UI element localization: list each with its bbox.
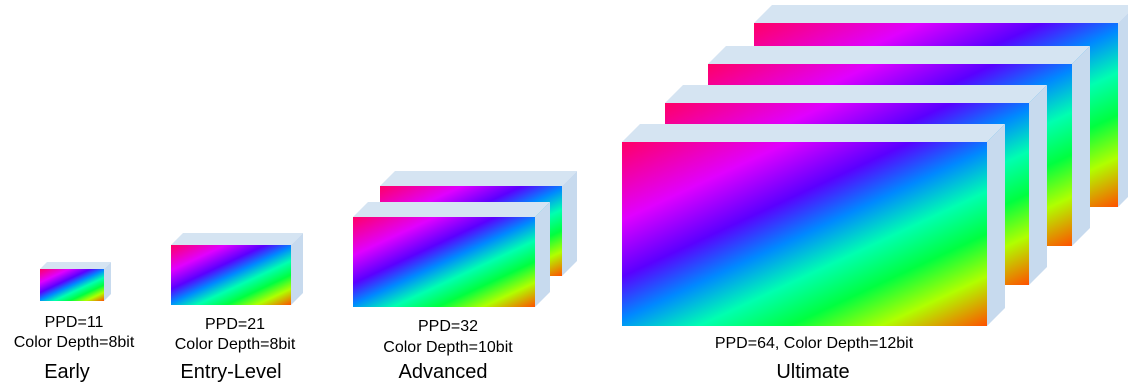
tier-label: Entry-Level xyxy=(180,361,282,383)
panel-top-edge xyxy=(665,85,1047,103)
panel-side-edge xyxy=(1118,5,1128,207)
tier-label: Ultimate xyxy=(776,361,850,383)
spec-line-2: Color Depth=8bit xyxy=(13,334,135,351)
display-panel-front xyxy=(353,202,550,307)
tier-label: Advanced xyxy=(398,361,488,383)
panel-side-edge xyxy=(291,233,303,305)
display-panel xyxy=(171,233,303,305)
panel-side-edge xyxy=(987,124,1005,326)
panel-top-edge xyxy=(754,5,1128,23)
panel-top-edge xyxy=(171,233,303,245)
panel-face xyxy=(353,217,535,307)
spec-line-1: PPD=11 xyxy=(44,314,104,331)
panel-top-edge xyxy=(380,171,577,186)
spec-line-1: PPD=32 xyxy=(417,318,479,335)
panel-face xyxy=(40,269,104,301)
spec-line-2: Color Depth=8bit xyxy=(174,336,296,353)
display-panel xyxy=(40,262,111,301)
spec-line-2: Color Depth=10bit xyxy=(383,339,513,356)
panel-side-edge xyxy=(1072,46,1090,246)
display-panel-1 xyxy=(622,124,1005,326)
panel-top-edge xyxy=(353,202,550,217)
spec-line-1: PPD=64, Color Depth=12bit xyxy=(714,335,914,352)
panel-side-edge xyxy=(535,202,550,307)
panel-side-edge xyxy=(562,171,577,276)
tier-label: Early xyxy=(44,361,90,383)
spec-line-1: PPD=21 xyxy=(204,316,266,333)
panel-top-edge xyxy=(40,262,111,269)
panel-face xyxy=(171,245,291,305)
panel-top-edge xyxy=(622,124,1005,142)
panel-top-edge xyxy=(708,46,1090,64)
panel-side-edge xyxy=(1029,85,1047,285)
panel-face xyxy=(622,142,987,326)
panel-side-edge xyxy=(104,262,111,301)
